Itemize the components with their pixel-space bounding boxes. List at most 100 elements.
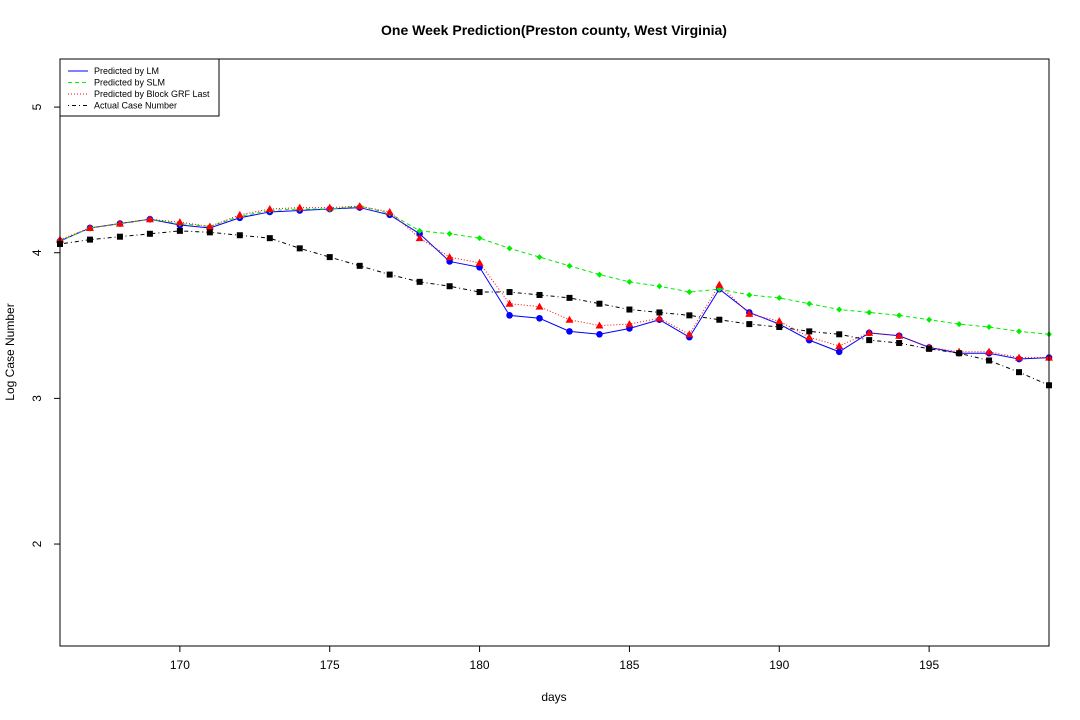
data-point [895, 331, 904, 339]
data-point [236, 232, 243, 239]
data-point [806, 328, 813, 335]
data-point [206, 229, 213, 236]
data-point [805, 333, 814, 341]
data-point [536, 254, 543, 261]
data-point [716, 316, 723, 323]
chart-title: One Week Prediction(Preston county, West… [381, 22, 727, 38]
data-point [566, 294, 573, 301]
data-point [806, 300, 813, 307]
data-point [415, 234, 424, 242]
data-point [835, 341, 844, 349]
series-line [59, 205, 1049, 359]
data-point [986, 324, 993, 331]
data-point [476, 235, 483, 242]
data-point [596, 330, 603, 338]
data-point [596, 271, 603, 278]
data-point [475, 258, 484, 266]
data-point [775, 317, 784, 325]
data-point [175, 218, 184, 226]
data-point [686, 289, 693, 296]
data-point [595, 321, 604, 329]
data-point [235, 210, 244, 218]
y-tick-label: 4 [30, 249, 44, 256]
data-point [416, 278, 423, 285]
data-point [926, 316, 933, 323]
data-point [295, 203, 304, 211]
legend-label: Predicted by SLM [94, 78, 165, 88]
y-axis-label: Log Case Number [3, 303, 17, 400]
x-tick-label: 180 [470, 658, 490, 672]
data-point [566, 262, 573, 269]
data-point [536, 314, 543, 322]
data-point [745, 309, 754, 317]
data-point [626, 278, 633, 285]
data-point [596, 300, 603, 307]
data-point [506, 312, 513, 319]
data-point [356, 262, 363, 269]
legend-label: Actual Case Number [94, 101, 177, 111]
data-point [145, 215, 154, 223]
data-point [625, 320, 634, 328]
plot-area [56, 202, 1053, 389]
data-point [355, 202, 364, 210]
data-point [445, 253, 454, 261]
data-point [626, 306, 633, 313]
data-point [865, 328, 874, 336]
data-point [776, 324, 783, 331]
legend-box [59, 58, 220, 117]
data-point [326, 254, 333, 261]
data-point [115, 219, 124, 227]
data-point [146, 230, 153, 237]
data-point [386, 271, 393, 278]
axes: 170 175 180 185 190 195 2 3 4 5 [30, 103, 939, 672]
legend-label: Predicted by LM [94, 66, 159, 76]
series-line [59, 230, 1050, 386]
data-point [1016, 328, 1023, 335]
data-point [296, 245, 303, 252]
data-point [506, 289, 513, 296]
data-point [835, 348, 843, 356]
data-point [985, 347, 994, 355]
data-point [836, 331, 843, 338]
data-point [325, 203, 334, 211]
y-tick-label: 2 [30, 540, 44, 547]
data-point [656, 309, 663, 316]
data-point [656, 283, 663, 290]
data-point [926, 345, 933, 352]
data-point [746, 321, 753, 328]
data-point [1015, 353, 1024, 361]
plot-frame [59, 58, 1050, 647]
x-tick-label: 195 [919, 658, 939, 672]
y-tick-label: 5 [30, 103, 44, 110]
x-tick-label: 170 [170, 658, 190, 672]
data-point [776, 294, 783, 301]
data-point [566, 328, 573, 335]
legend-label: Predicted by Block GRF Last [94, 89, 210, 99]
data-point [1016, 369, 1023, 376]
data-point [535, 302, 544, 310]
data-point [986, 357, 993, 364]
data-point [416, 227, 423, 234]
data-point [715, 280, 724, 288]
data-point [896, 340, 903, 347]
data-point [205, 222, 214, 230]
data-point [265, 205, 274, 213]
x-tick-label: 175 [320, 658, 340, 672]
data-point [866, 337, 873, 344]
x-tick-label: 185 [619, 658, 639, 672]
data-point [446, 230, 453, 237]
y-tick-label: 3 [30, 395, 44, 402]
data-point [836, 306, 843, 313]
data-point [866, 309, 873, 316]
data-point [385, 207, 394, 215]
data-point [956, 321, 963, 328]
data-point [116, 233, 123, 240]
data-point [685, 330, 694, 338]
data-point [85, 223, 94, 231]
data-point [266, 235, 273, 242]
series-predicted-by-block-grf-last [56, 202, 1053, 361]
data-point [686, 312, 693, 319]
x-axis-label: days [541, 690, 566, 704]
